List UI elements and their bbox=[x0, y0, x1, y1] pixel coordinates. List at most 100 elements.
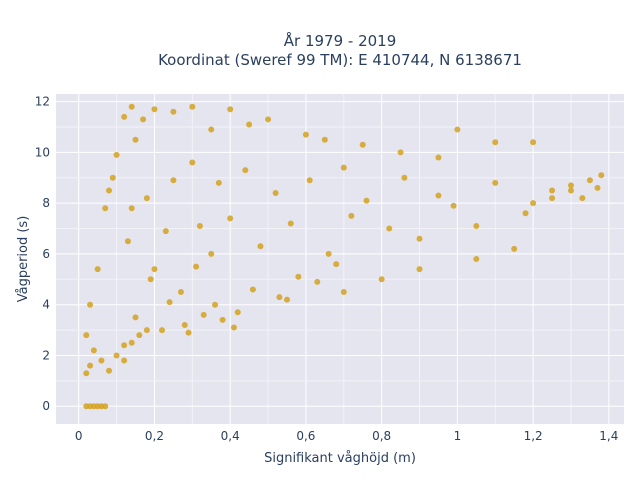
data-point bbox=[363, 197, 370, 204]
data-point bbox=[193, 263, 200, 270]
data-point bbox=[272, 190, 279, 196]
data-point bbox=[109, 174, 116, 181]
data-point bbox=[511, 245, 518, 252]
data-point bbox=[416, 235, 423, 242]
data-point bbox=[98, 357, 105, 364]
data-point bbox=[189, 103, 196, 110]
data-point bbox=[121, 342, 128, 349]
data-point bbox=[132, 314, 139, 321]
data-point bbox=[143, 195, 150, 202]
data-point bbox=[140, 116, 147, 123]
data-point bbox=[249, 286, 256, 293]
data-point bbox=[212, 301, 219, 308]
data-point bbox=[579, 195, 586, 202]
x-axis-title: Signifikant våghöjd (m) bbox=[264, 451, 416, 466]
y-tick-label: 12 bbox=[35, 95, 50, 109]
data-point bbox=[586, 177, 593, 184]
data-point bbox=[102, 403, 109, 410]
data-point bbox=[94, 266, 101, 273]
data-point bbox=[227, 215, 234, 222]
data-point bbox=[492, 139, 499, 146]
data-point bbox=[83, 370, 90, 377]
data-point bbox=[257, 243, 264, 250]
data-point bbox=[435, 192, 442, 199]
data-point bbox=[102, 205, 109, 212]
data-point bbox=[215, 179, 222, 186]
data-point bbox=[143, 327, 150, 334]
data-point bbox=[598, 172, 605, 179]
x-tick-label: 0 bbox=[75, 429, 83, 443]
data-point bbox=[594, 184, 601, 191]
y-tick-label: 4 bbox=[42, 298, 50, 312]
x-axis-ticks: 0 0,2 0,4 0,6 0,8 1 1,2 1,4 bbox=[75, 429, 619, 443]
data-point bbox=[265, 116, 272, 123]
x-tick-label: 0,2 bbox=[145, 429, 164, 443]
data-point bbox=[177, 289, 184, 295]
data-point bbox=[147, 276, 154, 283]
y-axis-ticks: 0 2 4 6 8 10 12 bbox=[35, 95, 50, 414]
data-point bbox=[522, 210, 529, 217]
chart-title-line-1: År 1979 - 2019 bbox=[284, 31, 397, 50]
x-tick-label: 0,4 bbox=[221, 429, 240, 443]
data-point bbox=[359, 141, 366, 148]
data-point bbox=[473, 256, 480, 262]
data-point bbox=[230, 324, 237, 331]
y-tick-label: 10 bbox=[35, 145, 50, 159]
data-point bbox=[106, 187, 113, 194]
data-point bbox=[83, 332, 90, 339]
data-point bbox=[162, 228, 169, 235]
data-point bbox=[196, 223, 203, 229]
data-point bbox=[124, 238, 131, 245]
data-point bbox=[450, 202, 457, 209]
data-point bbox=[128, 339, 135, 346]
chart-title: År 1979 - 2019 Koordinat (Sweref 99 TM):… bbox=[158, 31, 522, 69]
scatter-points bbox=[83, 103, 605, 410]
data-point bbox=[113, 352, 120, 359]
data-point bbox=[287, 220, 294, 227]
data-point bbox=[132, 136, 139, 143]
data-point bbox=[473, 223, 480, 229]
x-tick-label: 1,2 bbox=[524, 429, 543, 443]
data-point bbox=[189, 159, 196, 166]
data-point bbox=[386, 225, 393, 232]
data-point bbox=[200, 311, 207, 318]
data-point bbox=[87, 362, 94, 369]
data-point bbox=[181, 322, 188, 328]
data-point bbox=[348, 212, 355, 219]
data-point bbox=[276, 294, 283, 301]
data-point bbox=[295, 273, 302, 280]
data-point bbox=[397, 149, 404, 156]
x-tick-label: 1,4 bbox=[599, 429, 618, 443]
data-point bbox=[283, 296, 290, 303]
y-tick-label: 2 bbox=[42, 348, 50, 362]
data-point bbox=[113, 151, 120, 158]
data-point bbox=[567, 187, 574, 194]
data-point bbox=[234, 309, 241, 316]
plot-area bbox=[56, 94, 624, 424]
data-point bbox=[314, 278, 321, 285]
data-point bbox=[401, 174, 408, 181]
data-point bbox=[435, 154, 442, 161]
grid bbox=[56, 94, 624, 424]
data-point bbox=[151, 266, 158, 273]
data-point bbox=[208, 126, 215, 133]
data-point bbox=[530, 139, 537, 146]
data-point bbox=[170, 108, 177, 115]
data-point bbox=[333, 261, 340, 268]
data-point bbox=[378, 276, 385, 283]
data-point bbox=[492, 179, 499, 186]
data-point bbox=[454, 126, 461, 133]
data-point bbox=[159, 327, 166, 334]
y-tick-label: 6 bbox=[42, 247, 50, 261]
data-point bbox=[242, 167, 249, 174]
x-tick-label: 1 bbox=[454, 429, 462, 443]
x-tick-label: 0,6 bbox=[296, 429, 315, 443]
data-point bbox=[302, 131, 309, 138]
data-point bbox=[151, 106, 158, 113]
data-point bbox=[549, 187, 556, 194]
data-point bbox=[340, 289, 347, 295]
data-point bbox=[325, 250, 332, 257]
data-point bbox=[306, 177, 313, 184]
data-point bbox=[106, 367, 113, 374]
